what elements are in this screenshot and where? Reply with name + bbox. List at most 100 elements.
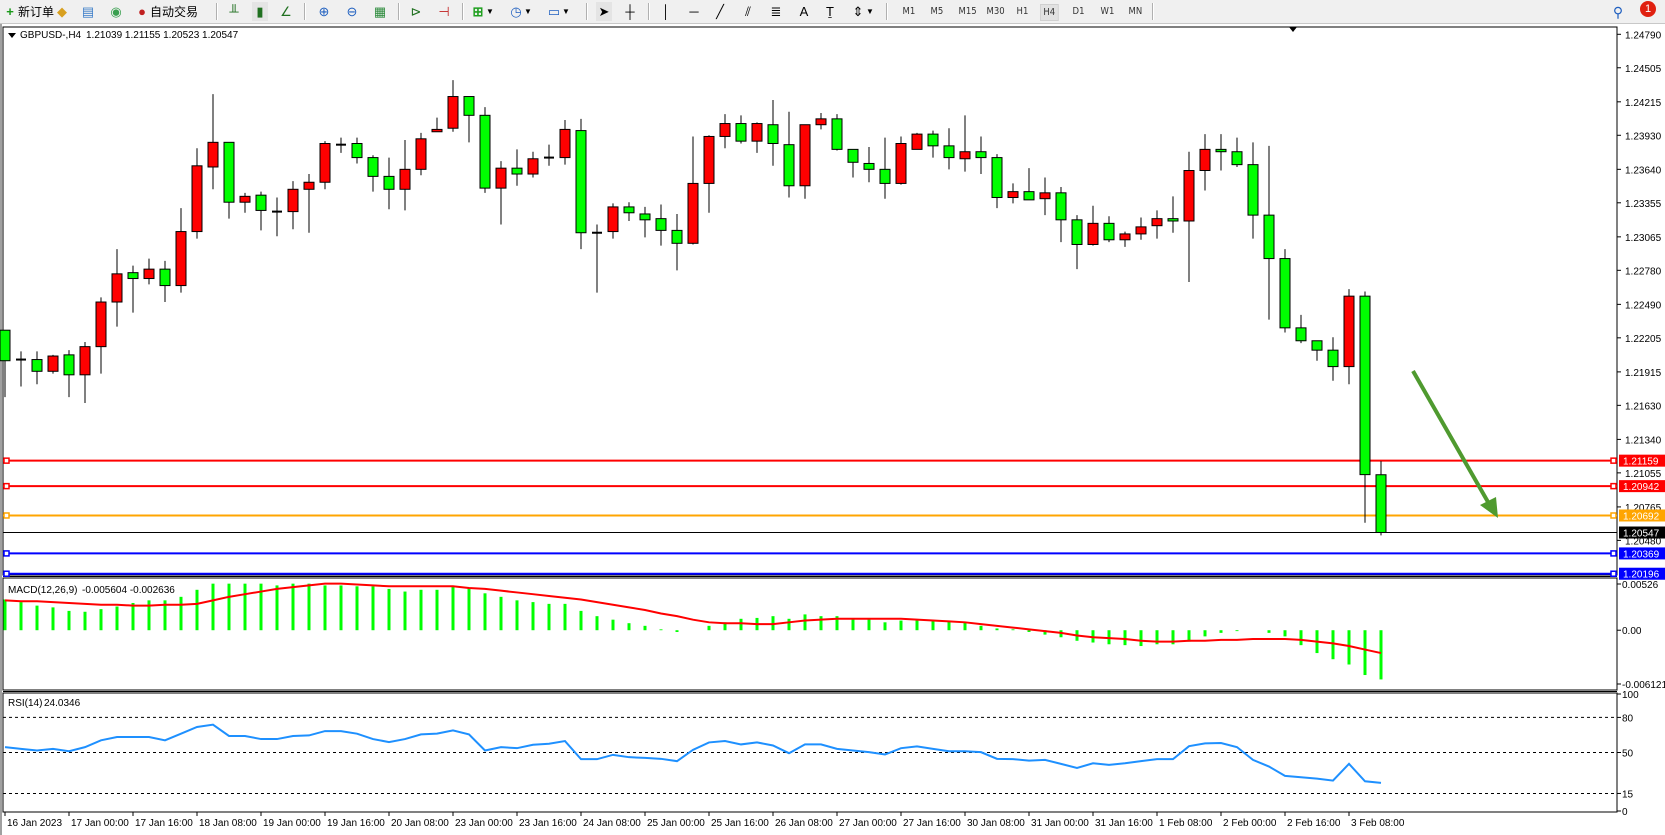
candle-body[interactable] [815,118,827,126]
indicators-button[interactable]: ⊞ ▼ [470,2,494,21]
candle-body[interactable] [1327,349,1339,368]
candle-body[interactable] [1055,192,1067,221]
candle-body[interactable] [1071,219,1083,245]
candle-body[interactable] [447,96,459,129]
candle-body[interactable] [383,175,395,190]
candle-body[interactable] [399,168,411,190]
candle-body[interactable] [367,157,379,177]
main-price-pane[interactable] [2,26,1618,576]
candle-body[interactable] [1087,222,1099,245]
candle-body[interactable] [1295,327,1307,342]
candle-body[interactable] [287,188,299,213]
candle-body[interactable] [735,123,747,142]
candle-body[interactable] [351,143,363,159]
candle-body[interactable] [127,272,139,280]
timeframe-h1[interactable]: H1 [1016,6,1029,17]
candle-body[interactable] [239,195,251,203]
candle-body[interactable] [303,181,315,190]
candle-body[interactable] [527,158,539,175]
chart-shift-button[interactable]: ⊣ [436,2,452,21]
candle-body[interactable] [479,114,491,189]
candle-body[interactable] [0,329,11,362]
candle-body[interactable] [511,167,523,175]
tile-windows-button[interactable]: ▦ [372,2,388,21]
candle-body[interactable] [1039,192,1051,200]
candle-body[interactable] [319,143,331,183]
timeframe-d1[interactable]: D1 [1072,6,1085,17]
candle-body[interactable] [767,124,779,145]
candle-body[interactable] [415,138,427,170]
candle-body[interactable] [463,96,475,116]
line-chart-button[interactable]: ∠ [278,2,294,21]
candle-body[interactable] [799,124,811,187]
candle-body[interactable] [575,130,587,234]
auto-trading-button[interactable]: ● 自动交易 [134,2,198,21]
timeframe-h4[interactable]: H4 [1040,4,1059,21]
timeframe-mn[interactable]: MN [1128,6,1143,17]
candle-body[interactable] [31,359,43,372]
candle-body[interactable] [687,182,699,244]
level-handle[interactable] [1610,570,1617,577]
candle-body[interactable] [1263,214,1275,260]
candle-body[interactable] [159,268,171,287]
candle-body[interactable] [751,123,763,142]
level-handle[interactable] [3,570,10,577]
candle-body[interactable] [255,194,267,211]
candle-body[interactable] [79,346,91,376]
candle-body[interactable] [927,133,939,147]
candle-body[interactable] [831,118,843,150]
chart-shift-marker[interactable] [1289,27,1297,32]
crosshair-button[interactable]: ┼ [622,2,638,21]
candle-body[interactable] [1279,258,1291,329]
fibonacci-button[interactable]: ≣ [768,2,784,21]
candle-body[interactable] [943,145,955,159]
timeframe-m15[interactable]: M15 [958,6,977,17]
level-handle[interactable] [1610,482,1617,490]
candle-body[interactable] [607,206,619,233]
candle-body[interactable] [1343,295,1355,368]
arrows-button[interactable]: ⇕ ▼ [850,2,874,21]
cursor-button[interactable]: ➤ [596,2,612,21]
candle-body[interactable] [431,128,443,133]
candle-body[interactable] [959,151,971,160]
level-handle[interactable] [3,457,10,464]
candle-body[interactable] [1119,233,1131,241]
search-button[interactable]: ⚲ [1610,2,1626,21]
candlestick-button[interactable]: ▮ [252,2,268,21]
timeframe-m5[interactable]: M5 [930,6,944,17]
timeframe-m30[interactable]: M30 [986,6,1005,17]
timeframe-m1[interactable]: M1 [902,6,916,17]
candle-body[interactable] [703,135,715,184]
candle-body[interactable] [1167,218,1179,222]
equidistant-channel-button[interactable]: ⫽ [740,2,756,21]
level-handle[interactable] [3,550,10,557]
data-window-button[interactable]: ▤ [80,2,96,21]
candle-body[interactable] [1151,218,1163,227]
candle-body[interactable] [95,301,107,348]
candle-body[interactable] [1311,340,1323,351]
candle-body[interactable] [223,141,235,203]
candle-body[interactable] [63,354,75,376]
candle-body[interactable] [1007,191,1019,199]
candle-body[interactable] [1231,151,1243,166]
text-button[interactable]: A [796,2,812,21]
candle-body[interactable] [1103,222,1115,241]
candle-body[interactable] [991,157,1003,199]
candle-body[interactable] [671,229,683,244]
candle-body[interactable] [911,133,923,150]
candle-body[interactable] [1375,474,1387,534]
candle-body[interactable] [1023,191,1035,201]
candle-body[interactable] [559,128,571,159]
candle-body[interactable] [1199,148,1211,172]
templates-button[interactable]: ▭ ▼ [546,2,570,21]
candle-body[interactable] [1215,148,1227,153]
candle-body[interactable] [1135,226,1147,235]
level-handle[interactable] [3,512,10,519]
candle-body[interactable] [639,213,651,221]
candle-body[interactable] [719,123,731,137]
zoom-out-button[interactable]: ⊖ [344,2,360,21]
periods-button[interactable]: ◷ ▼ [508,2,532,21]
level-handle[interactable] [1610,457,1617,464]
candle-body[interactable] [1183,170,1195,222]
market-watch-button[interactable]: ◆ [54,2,70,21]
